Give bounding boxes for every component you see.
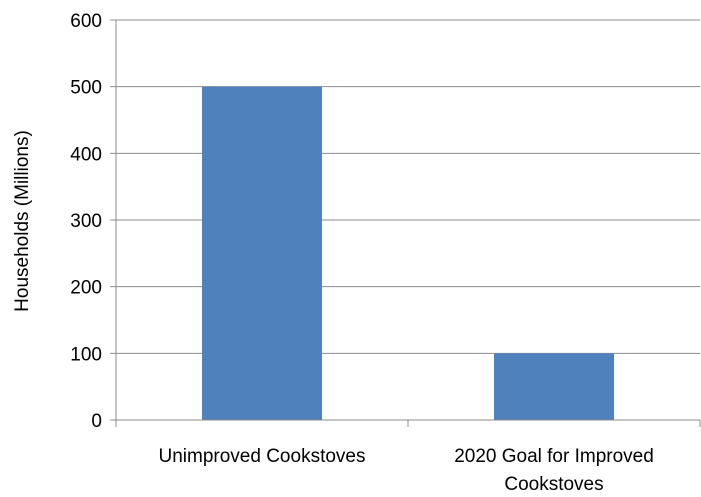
y-tick-label: 300: [70, 211, 102, 232]
axes: [110, 19, 701, 427]
bars: [202, 86, 614, 421]
y-tick-label: 400: [70, 144, 102, 165]
x-tick-label: Unimproved Cookstoves: [159, 446, 366, 467]
y-tick-label: 100: [70, 344, 102, 365]
x-tick-label-line: Unimproved Cookstoves: [159, 446, 366, 467]
y-tick-label: 200: [70, 278, 102, 299]
y-tick-labels: 0 100 200 300 400 500 600: [70, 11, 102, 432]
bar: [494, 353, 614, 420]
bar: [202, 86, 322, 421]
x-tick-label: 2020 Goal for Improved Cookstoves: [454, 446, 654, 495]
y-tick-label: 0: [91, 411, 102, 432]
x-tick-label-line: 2020 Goal for Improved: [454, 446, 654, 467]
x-tick-labels: Unimproved Cookstoves 2020 Goal for Impro…: [159, 446, 654, 495]
y-tick-label: 500: [70, 78, 102, 99]
x-tick-label-line: Cookstoves: [504, 474, 603, 495]
y-axis-title: Households (Millions): [12, 130, 33, 312]
y-tick-label: 600: [70, 11, 102, 32]
